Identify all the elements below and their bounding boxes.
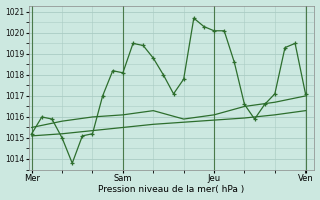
X-axis label: Pression niveau de la mer( hPa ): Pression niveau de la mer( hPa )	[98, 185, 244, 194]
